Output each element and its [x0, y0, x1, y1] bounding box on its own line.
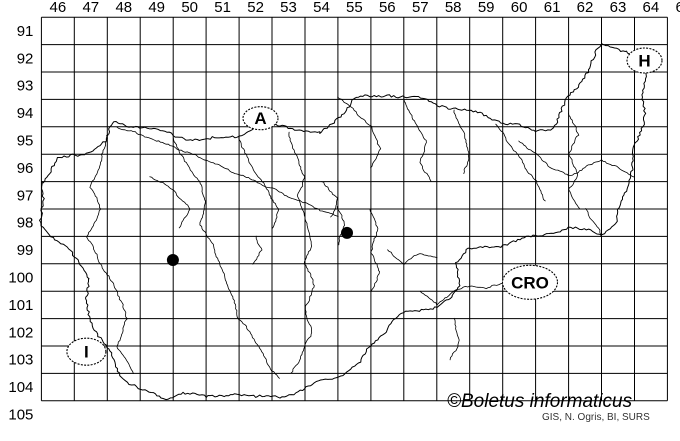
svg-text:101: 101 — [8, 297, 33, 314]
svg-text:62: 62 — [577, 0, 594, 16]
svg-text:98: 98 — [17, 215, 34, 232]
svg-text:104: 104 — [8, 379, 33, 396]
svg-text:64: 64 — [643, 0, 660, 16]
svg-text:48: 48 — [115, 0, 132, 16]
svg-text:95: 95 — [17, 133, 34, 150]
svg-text:©Boletus informaticus: ©Boletus informaticus — [447, 391, 633, 412]
svg-text:CRO: CRO — [511, 273, 549, 292]
svg-text:I: I — [84, 343, 89, 362]
svg-text:47: 47 — [82, 0, 99, 16]
svg-text:51: 51 — [214, 0, 231, 16]
svg-text:65: 65 — [676, 0, 680, 16]
svg-text:96: 96 — [17, 160, 34, 177]
svg-text:A: A — [254, 109, 266, 128]
svg-text:59: 59 — [478, 0, 495, 16]
svg-text:H: H — [638, 52, 650, 71]
svg-text:103: 103 — [8, 352, 33, 369]
svg-text:49: 49 — [148, 0, 165, 16]
svg-text:105: 105 — [8, 407, 33, 424]
svg-text:94: 94 — [17, 105, 34, 122]
svg-text:91: 91 — [17, 23, 34, 40]
svg-text:46: 46 — [50, 0, 67, 16]
svg-text:63: 63 — [610, 0, 627, 16]
svg-text:52: 52 — [247, 0, 264, 16]
svg-text:92: 92 — [17, 50, 34, 67]
svg-text:61: 61 — [544, 0, 561, 16]
svg-text:93: 93 — [17, 78, 34, 95]
svg-text:99: 99 — [17, 242, 34, 259]
svg-text:58: 58 — [445, 0, 462, 16]
svg-text:100: 100 — [8, 270, 33, 287]
svg-text:54: 54 — [313, 0, 330, 16]
svg-text:102: 102 — [8, 324, 33, 341]
svg-text:55: 55 — [346, 0, 363, 16]
svg-text:97: 97 — [17, 187, 34, 204]
svg-text:57: 57 — [412, 0, 429, 16]
svg-text:53: 53 — [280, 0, 297, 16]
svg-text:50: 50 — [181, 0, 198, 16]
svg-text:56: 56 — [379, 0, 396, 16]
svg-text:GIS, N. Ogris, BI, SURS: GIS, N. Ogris, BI, SURS — [542, 412, 650, 423]
svg-text:60: 60 — [511, 0, 528, 16]
